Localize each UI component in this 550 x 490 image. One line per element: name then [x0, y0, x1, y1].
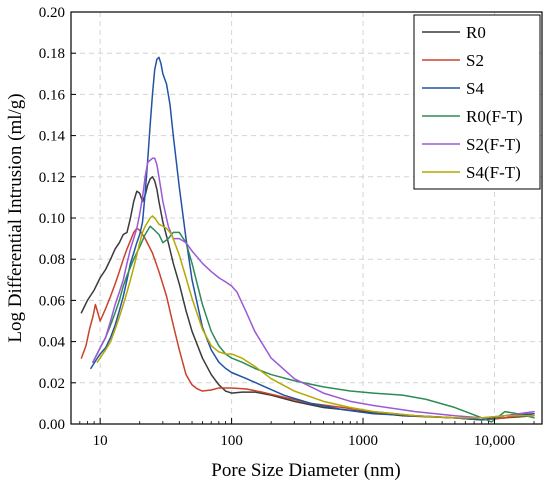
legend-label: R0 — [466, 23, 486, 42]
x-tick-label: 1000 — [348, 433, 378, 449]
y-tick-label: 0.02 — [39, 376, 65, 392]
y-tick-label: 0.08 — [39, 252, 65, 268]
series-line-1 — [80, 227, 535, 421]
y-tick-label: 0.20 — [39, 5, 65, 21]
legend-label: R0(F-T) — [466, 107, 523, 126]
y-tick-label: 0.16 — [39, 87, 66, 103]
y-tick-label: 0.14 — [39, 129, 66, 145]
series-line-0 — [80, 176, 535, 421]
axis-ticks: 0.00 0.02 0.04 0.06 0.08 0.10 0.12 0.14 0.16 0.18… — [39, 5, 535, 449]
x-tick-label: 100 — [220, 433, 243, 449]
x-tick-label: 10 — [93, 433, 108, 449]
legend-label: S2 — [466, 51, 484, 70]
legend-label: S2(F-T) — [466, 135, 521, 154]
legend-label: S4(F-T) — [466, 163, 521, 182]
plot-lines — [80, 56, 535, 423]
y-tick-label: 0.00 — [39, 417, 65, 433]
x-tick-label: 10,000 — [474, 433, 515, 449]
legend-box — [413, 14, 541, 190]
x-axis-title: Pore Size Diameter (nm) — [211, 460, 400, 481]
grid-lines — [71, 12, 542, 424]
legend-label: S4 — [466, 79, 484, 98]
series-line-4 — [92, 157, 535, 419]
series-line-2 — [90, 56, 535, 421]
y-tick-label: 0.04 — [39, 335, 66, 351]
y-tick-label: 0.10 — [39, 211, 65, 227]
y-axis-title: Log Differential Intrusion (ml/g) — [5, 93, 26, 342]
y-tick-label: 0.12 — [39, 170, 65, 186]
y-tick-label: 0.18 — [39, 46, 65, 62]
series-line-3 — [92, 225, 535, 423]
legend: R0 S2 S4 R0(F-T) S2(F-T) S4(F-T) — [413, 14, 541, 190]
series-line-5 — [96, 215, 535, 419]
y-tick-label: 0.06 — [39, 293, 66, 309]
